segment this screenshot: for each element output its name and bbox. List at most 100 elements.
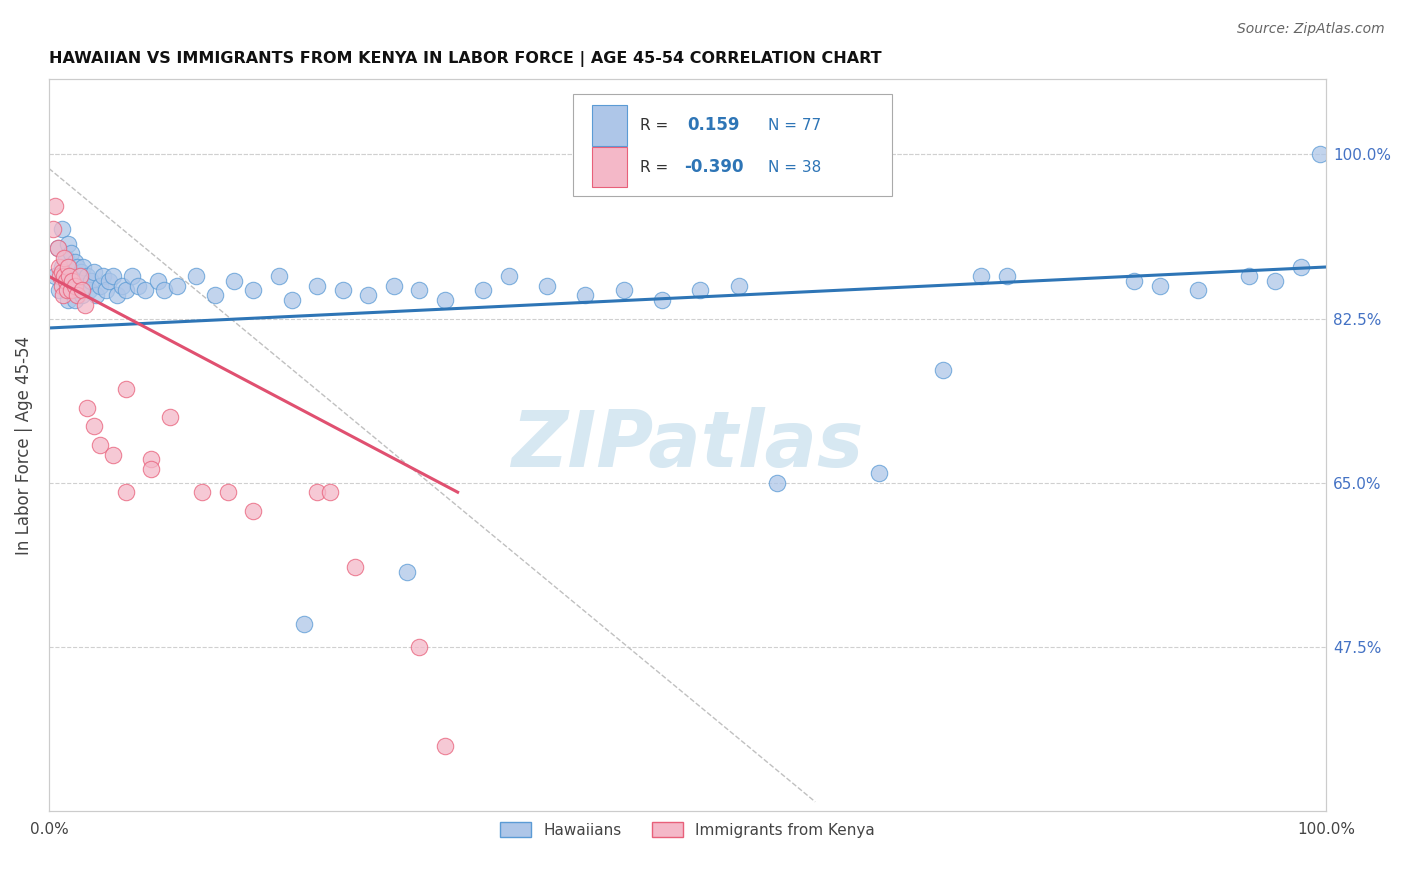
Point [1239,269,1261,284]
Point [689,284,711,298]
Point [84,288,107,302]
Point [357,288,380,302]
Point [159,410,181,425]
Point [101,269,124,284]
Point [382,278,405,293]
Point [52,288,75,302]
Point [114,284,136,298]
Point [651,293,673,307]
Point [217,485,239,500]
Point [42,222,65,236]
Point [280,293,302,307]
Text: -0.390: -0.390 [683,158,744,176]
Y-axis label: In Labor Force | Age 45-54: In Labor Force | Age 45-54 [15,335,32,555]
Point [76,269,98,284]
Point [51,260,73,274]
Point [184,269,207,284]
Point [69,274,91,288]
Point [56,278,79,293]
Point [65,269,87,284]
Point [224,274,246,288]
FancyBboxPatch shape [572,94,891,196]
Point [498,269,520,284]
Point [292,616,315,631]
Bar [592,147,627,187]
Point [307,485,329,500]
Point [46,241,69,255]
Point [69,269,91,284]
Point [66,260,89,274]
Point [191,485,214,500]
Point [76,401,98,415]
Point [66,288,89,302]
Text: R =: R = [640,160,668,175]
Point [91,269,114,284]
Point [48,260,70,274]
Point [53,265,76,279]
Point [344,560,367,574]
Point [105,288,128,302]
Point [48,284,70,298]
Point [83,419,105,434]
Point [139,461,162,475]
Point [56,236,79,251]
Point [51,278,73,293]
Point [408,284,430,298]
Point [134,284,156,298]
Text: N = 77: N = 77 [768,118,821,133]
Point [70,265,93,279]
Point [53,251,76,265]
Point [72,260,94,274]
Point [73,297,96,311]
Point [46,241,69,255]
Text: Source: ZipAtlas.com: Source: ZipAtlas.com [1237,22,1385,37]
Point [114,382,136,396]
Point [319,485,342,500]
Point [395,565,418,579]
Point [408,640,430,654]
Point [63,278,86,293]
Point [307,278,329,293]
Point [70,288,93,302]
Point [51,222,73,236]
Point [51,265,73,279]
Point [153,284,176,298]
Point [242,284,264,298]
Point [63,293,86,307]
Point [146,274,169,288]
Point [56,284,79,298]
Point [932,363,955,377]
Point [56,293,79,307]
Bar [592,105,627,145]
Point [59,246,82,260]
Text: ZIPatlas: ZIPatlas [512,408,863,483]
Point [55,274,77,288]
Point [267,269,290,284]
Point [98,274,121,288]
Point [96,284,118,298]
Point [60,274,83,288]
Point [766,475,789,490]
Text: 0.159: 0.159 [688,117,740,135]
Point [60,278,83,293]
Point [166,278,188,293]
Point [995,269,1018,284]
Point [73,278,96,293]
Point [472,284,495,298]
Point [727,278,749,293]
Point [121,269,143,284]
Point [139,452,162,467]
Point [89,278,111,293]
Point [83,265,105,279]
Point [127,278,149,293]
Point [67,284,90,298]
Point [101,448,124,462]
Point [55,251,77,265]
Point [1309,147,1331,161]
Point [89,438,111,452]
Point [111,278,134,293]
Point [77,284,100,298]
Point [574,288,596,302]
Point [59,284,82,298]
Point [49,269,72,284]
